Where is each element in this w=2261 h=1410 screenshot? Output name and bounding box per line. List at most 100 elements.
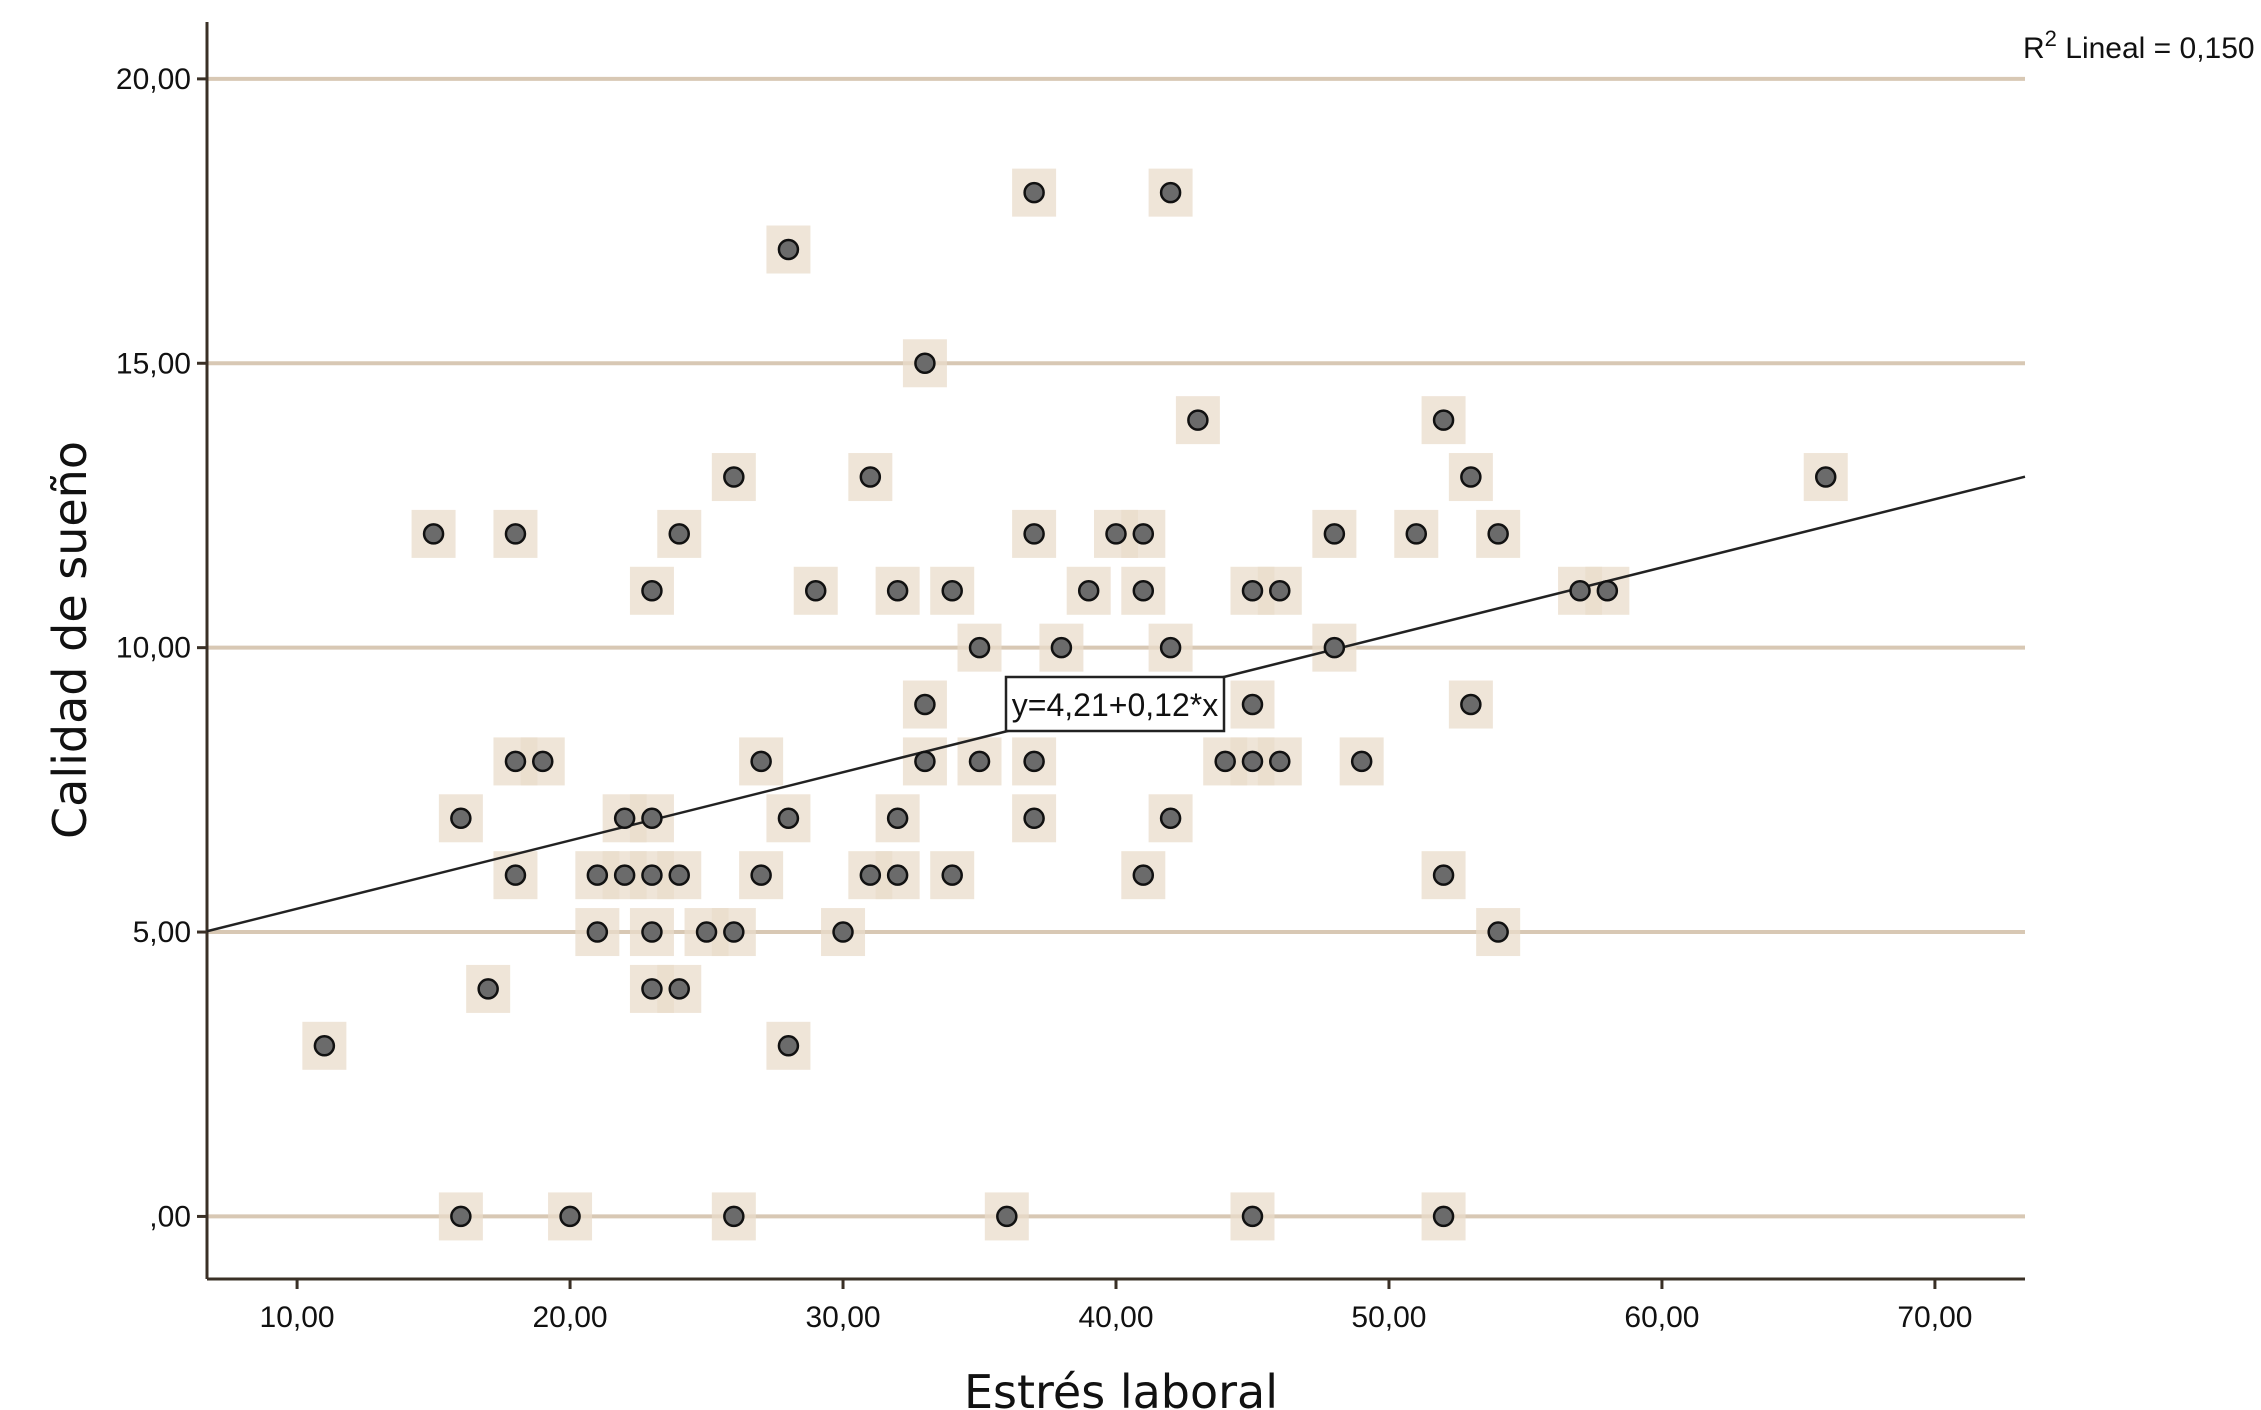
data-point <box>586 921 609 943</box>
data-point <box>613 807 636 830</box>
data-point <box>723 921 745 943</box>
data-point <box>504 523 527 545</box>
data-point <box>914 352 936 375</box>
r-squared-text: Lineal = 0,150 <box>2057 32 2255 65</box>
data-point <box>1350 750 1373 773</box>
data-point <box>641 864 663 886</box>
data-point <box>1023 750 1045 773</box>
data-point <box>1159 636 1182 659</box>
data-point <box>723 1205 745 1228</box>
data-point <box>1269 580 1291 602</box>
regression-equation-box: y=4,21+0,12*x <box>1004 675 1226 733</box>
data-point <box>777 1035 800 1057</box>
data-point <box>1132 523 1155 545</box>
data-point <box>1023 523 1045 545</box>
x-tick-label: 40,00 <box>1078 1301 1153 1334</box>
data-point <box>641 580 663 602</box>
r-squared-label: R2 Lineal = 0,150 <box>2023 26 2255 65</box>
x-tick-label: 60,00 <box>1624 1301 1699 1334</box>
data-point <box>668 864 690 886</box>
data-point <box>859 864 882 886</box>
data-point <box>723 466 745 488</box>
y-tick-label: 20,00 <box>116 63 191 96</box>
regression-equation: y=4,21+0,12*x <box>1012 687 1218 723</box>
data-point <box>1814 466 1837 488</box>
x-tick-label: 10,00 <box>260 1301 335 1334</box>
x-tick-label: 70,00 <box>1897 1301 1972 1334</box>
data-point <box>832 921 854 943</box>
data-point <box>668 978 690 1000</box>
y-tick-label: 5,00 <box>133 916 191 949</box>
data-point <box>886 580 909 602</box>
data-point <box>641 978 663 1000</box>
data-point <box>1023 181 1045 204</box>
data-point <box>914 693 936 716</box>
data-point <box>1241 580 1264 602</box>
data-point <box>1241 693 1264 716</box>
equation-box-frame <box>1004 675 1226 733</box>
data-point <box>914 750 936 773</box>
data-point <box>1569 580 1591 602</box>
axes <box>205 22 2025 1281</box>
data-point <box>777 807 800 830</box>
data-point <box>313 1035 336 1057</box>
data-point <box>968 750 991 773</box>
data-point <box>1323 523 1346 545</box>
x-tick-label: 20,00 <box>533 1301 608 1334</box>
data-point <box>613 864 636 886</box>
data-point <box>1241 1205 1264 1228</box>
data-point <box>859 466 882 488</box>
data-point <box>1132 864 1155 886</box>
data-point <box>1405 523 1428 545</box>
data-point <box>886 807 909 830</box>
data-point <box>641 921 663 943</box>
data-point <box>668 523 690 545</box>
data-point <box>750 864 772 886</box>
y-tick-label: 15,00 <box>116 347 191 380</box>
data-point <box>750 750 772 773</box>
data-point <box>641 807 663 830</box>
data-point <box>450 1205 472 1228</box>
data-point <box>1050 636 1073 659</box>
x-tick-label: 30,00 <box>805 1301 880 1334</box>
x-tick-labels: 10,00 20,00 30,00 40,00 50,00 60,00 70,00 <box>260 1279 1972 1334</box>
data-point <box>1596 580 1619 602</box>
y-tick-label: ,00 <box>149 1200 191 1233</box>
r-squared-superscript: 2 <box>2045 26 2057 51</box>
data-point <box>1023 807 1045 830</box>
data-point <box>1077 580 1100 602</box>
data-point <box>1460 466 1482 488</box>
data-point <box>996 1205 1018 1228</box>
data-point <box>1159 807 1182 830</box>
data-point <box>1159 181 1182 204</box>
y-tick-labels: ,00 5,00 10,00 15,00 20,00 <box>116 63 207 1233</box>
data-point <box>1269 750 1291 773</box>
data-point <box>1487 523 1509 545</box>
data-point <box>504 864 527 886</box>
data-points <box>313 181 1837 1228</box>
data-point <box>450 807 472 830</box>
data-point <box>1105 523 1127 545</box>
x-tick-label: 50,00 <box>1351 1301 1426 1334</box>
x-axis-title: Estrés laboral <box>964 1365 1278 1410</box>
data-point <box>504 750 527 773</box>
data-point <box>422 523 445 545</box>
data-point <box>695 921 718 943</box>
data-point <box>1487 921 1509 943</box>
data-point <box>1241 750 1264 773</box>
data-point <box>532 750 554 773</box>
data-point <box>1460 693 1482 716</box>
data-point <box>1432 409 1455 431</box>
data-point <box>1432 1205 1455 1228</box>
gridlines <box>207 76 2025 1219</box>
data-point <box>804 580 827 602</box>
data-point <box>1187 409 1209 431</box>
data-point <box>968 636 991 659</box>
data-point <box>777 238 800 261</box>
data-point <box>1432 864 1455 886</box>
data-point <box>1214 750 1236 773</box>
data-point <box>586 864 609 886</box>
r-squared-r: R <box>2023 32 2045 65</box>
data-point <box>559 1205 581 1228</box>
